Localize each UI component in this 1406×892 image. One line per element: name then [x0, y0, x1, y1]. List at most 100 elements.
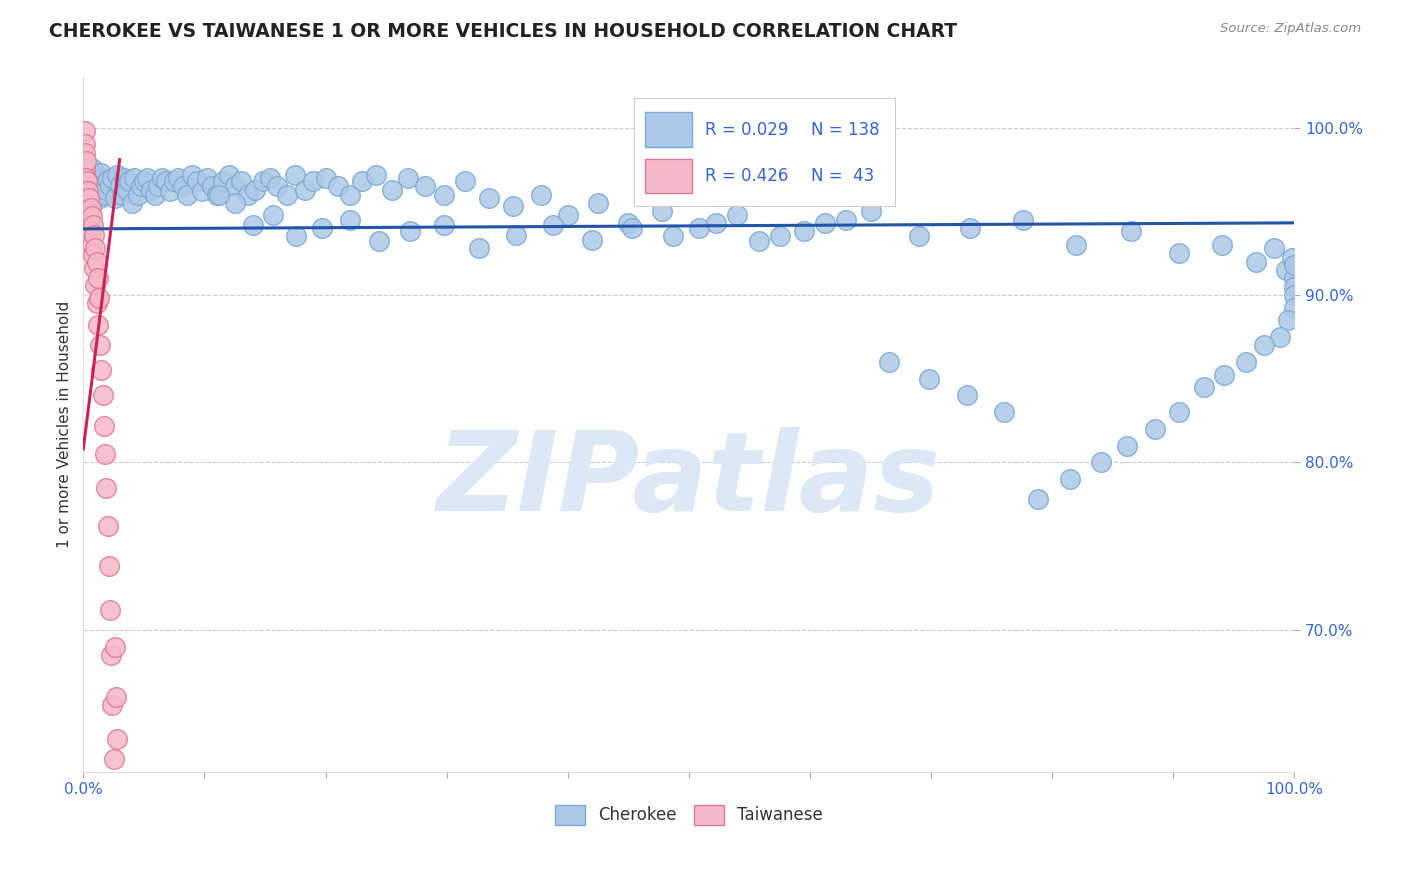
Point — [620, 221, 643, 235]
Point — [101, 170, 124, 185]
Point — [245, 183, 267, 197]
Point — [163, 174, 186, 188]
Point — [704, 216, 727, 230]
Point — [366, 168, 388, 182]
Point — [159, 184, 181, 198]
Point — [139, 183, 162, 197]
Point — [918, 372, 941, 386]
Point — [1277, 313, 1299, 327]
Point — [1168, 405, 1191, 419]
Point — [82, 248, 104, 262]
Point — [1253, 338, 1275, 352]
Point — [276, 187, 298, 202]
Point — [87, 318, 110, 333]
Point — [73, 170, 96, 185]
Point — [1116, 439, 1139, 453]
Point — [224, 196, 246, 211]
Point — [1275, 263, 1298, 277]
Point — [617, 216, 640, 230]
Point — [98, 179, 121, 194]
Point — [205, 187, 228, 202]
Point — [1059, 472, 1081, 486]
Point — [1066, 237, 1088, 252]
Point — [181, 168, 204, 182]
Point — [1284, 279, 1306, 293]
Point — [1263, 241, 1285, 255]
Point — [96, 172, 118, 186]
Point — [581, 233, 603, 247]
Point — [468, 241, 491, 255]
Point — [262, 208, 284, 222]
Point — [75, 184, 97, 198]
Point — [859, 204, 882, 219]
Point — [1282, 258, 1305, 272]
Point — [651, 204, 673, 219]
Point — [76, 196, 98, 211]
Point — [339, 187, 361, 202]
Point — [662, 229, 685, 244]
Point — [433, 218, 456, 232]
Point — [86, 174, 108, 188]
Point — [1213, 368, 1236, 383]
Point — [191, 184, 214, 198]
Point — [172, 179, 194, 194]
Point — [79, 214, 101, 228]
Point — [84, 277, 107, 292]
Text: ZIPatlas: ZIPatlas — [437, 426, 941, 533]
Point — [877, 355, 900, 369]
Point — [93, 418, 115, 433]
Point — [127, 187, 149, 202]
Point — [266, 179, 288, 194]
Point — [530, 187, 553, 202]
Point — [82, 162, 104, 177]
Point — [87, 271, 110, 285]
Point — [748, 235, 770, 249]
Point — [96, 481, 118, 495]
Point — [201, 179, 224, 194]
Point — [73, 145, 96, 160]
Point — [218, 168, 240, 182]
Point — [76, 174, 98, 188]
Point — [956, 388, 979, 402]
Point — [83, 227, 105, 242]
Point — [98, 603, 121, 617]
Point — [367, 235, 389, 249]
Point — [75, 170, 97, 185]
Point — [1168, 246, 1191, 260]
Point — [413, 179, 436, 194]
Point — [105, 168, 128, 182]
Point — [79, 224, 101, 238]
Point — [211, 174, 233, 188]
Point — [80, 196, 103, 211]
Point — [73, 162, 96, 177]
Point — [557, 208, 579, 222]
Point — [186, 174, 208, 188]
Point — [89, 338, 111, 352]
Point — [399, 224, 422, 238]
Point — [91, 179, 114, 194]
Point — [83, 261, 105, 276]
Point — [339, 212, 361, 227]
Point — [90, 166, 112, 180]
Point — [155, 174, 177, 188]
Point — [1281, 251, 1303, 265]
Point — [454, 174, 477, 188]
Text: Source: ZipAtlas.com: Source: ZipAtlas.com — [1220, 22, 1361, 36]
Point — [242, 218, 264, 232]
Point — [208, 187, 231, 202]
Point — [104, 640, 127, 654]
Point — [236, 187, 259, 202]
Point — [502, 199, 524, 213]
Point — [1282, 271, 1305, 285]
Point — [136, 170, 159, 185]
Point — [84, 168, 107, 182]
Point — [176, 187, 198, 202]
Point — [148, 179, 170, 194]
Point — [115, 183, 138, 197]
Point — [315, 170, 337, 185]
Point — [87, 292, 110, 306]
Point — [79, 201, 101, 215]
Point — [97, 559, 120, 574]
Point — [73, 124, 96, 138]
Point — [1144, 422, 1167, 436]
